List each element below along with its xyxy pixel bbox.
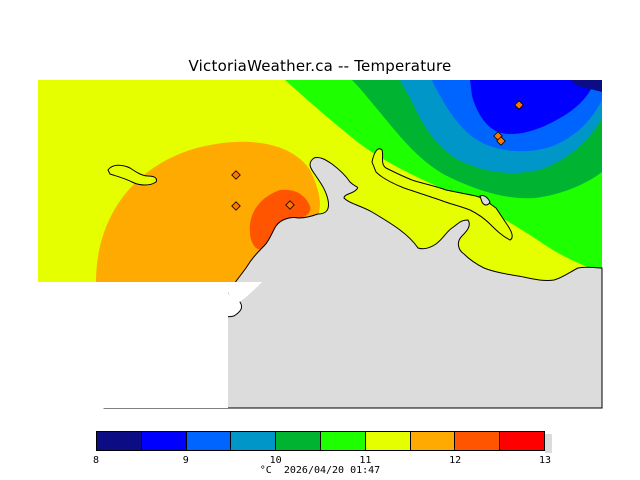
unit-label: °C bbox=[259, 465, 272, 476]
legend-swatch-8 bbox=[410, 432, 456, 450]
legend-tick-11: 11 bbox=[359, 455, 372, 466]
timestamp: 2026/04/20 01:47 bbox=[283, 465, 381, 476]
legend-tick-13: 13 bbox=[538, 455, 552, 466]
legend-swatch-1 bbox=[97, 432, 142, 450]
legend-tick-9: 9 bbox=[182, 455, 189, 466]
contour-8.5-9 bbox=[470, 80, 595, 135]
station-marker-4 bbox=[514, 100, 524, 110]
island-west bbox=[107, 164, 157, 186]
contour-8-8.5 bbox=[570, 80, 602, 92]
color-legend bbox=[96, 431, 545, 451]
out-of-range-area-2 bbox=[38, 282, 262, 304]
legend-footer: °C 2026/04/20 01:47 bbox=[0, 465, 640, 476]
legend-tick-10: 10 bbox=[269, 455, 282, 466]
legend-shadow bbox=[545, 434, 552, 453]
out-of-range-area bbox=[38, 282, 228, 408]
legend-swatch-6 bbox=[320, 432, 366, 450]
station-marker-3 bbox=[285, 200, 295, 210]
legend-swatch-10 bbox=[500, 432, 544, 450]
legend-swatch-3 bbox=[186, 432, 232, 450]
map-title: VictoriaWeather.ca -- Temperature bbox=[188, 57, 452, 75]
station-marker-6 bbox=[496, 136, 506, 146]
station-marker-1 bbox=[231, 170, 241, 180]
islet bbox=[479, 195, 491, 206]
peninsula-north bbox=[371, 148, 513, 241]
legend-swatch-7 bbox=[365, 432, 411, 450]
legend-tick-8: 8 bbox=[92, 455, 100, 466]
contour-12.5-13 bbox=[249, 189, 311, 250]
legend-swatch-4 bbox=[231, 432, 277, 450]
legend-swatch-9 bbox=[455, 432, 501, 450]
legend-tick-12: 12 bbox=[449, 455, 462, 466]
station-markers bbox=[231, 100, 524, 211]
station-marker-2 bbox=[231, 201, 241, 211]
legend-swatch-5 bbox=[276, 432, 321, 450]
legend-swatch-2 bbox=[141, 432, 187, 450]
